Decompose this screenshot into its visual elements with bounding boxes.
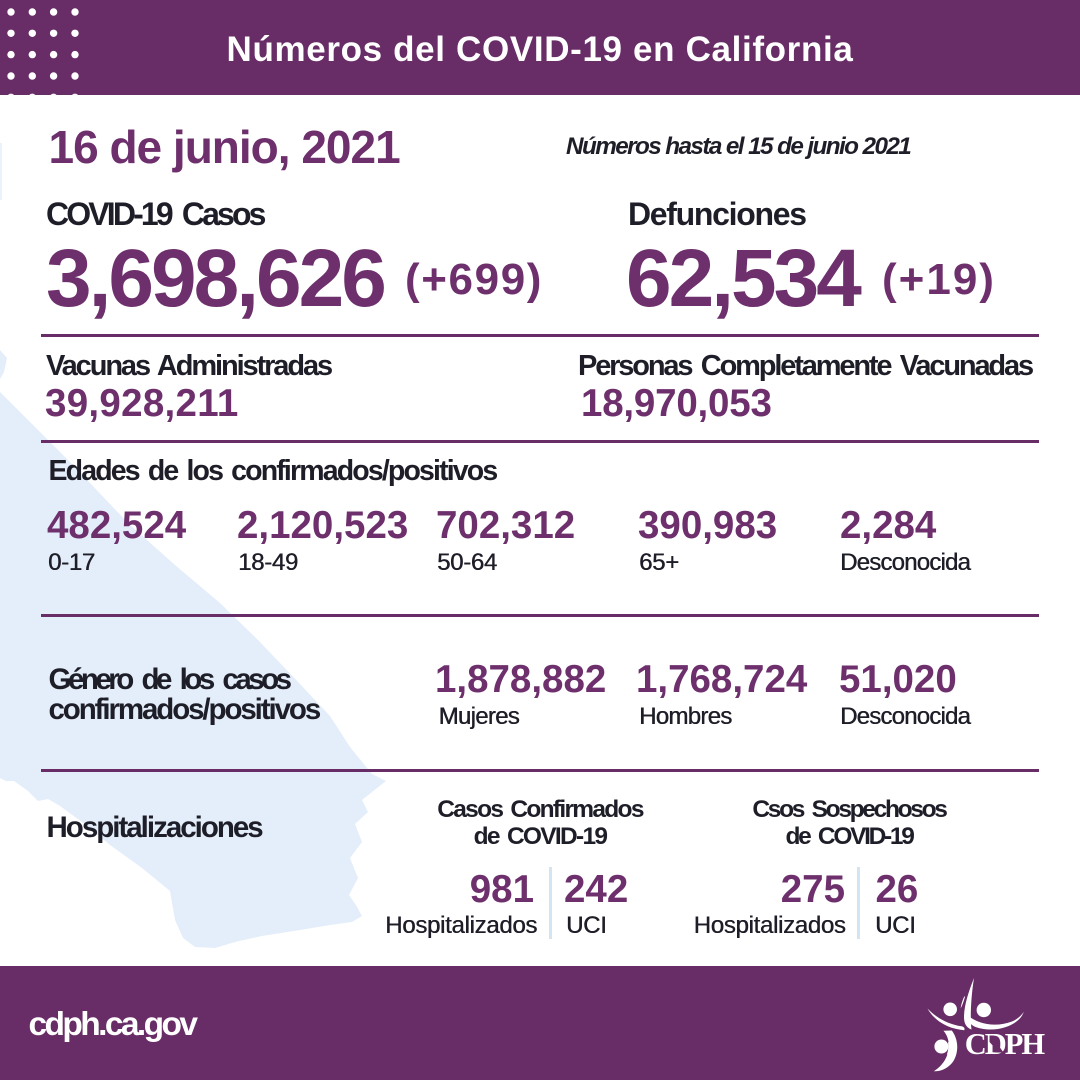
svg-text:CDPH: CDPH [965,1027,1046,1061]
